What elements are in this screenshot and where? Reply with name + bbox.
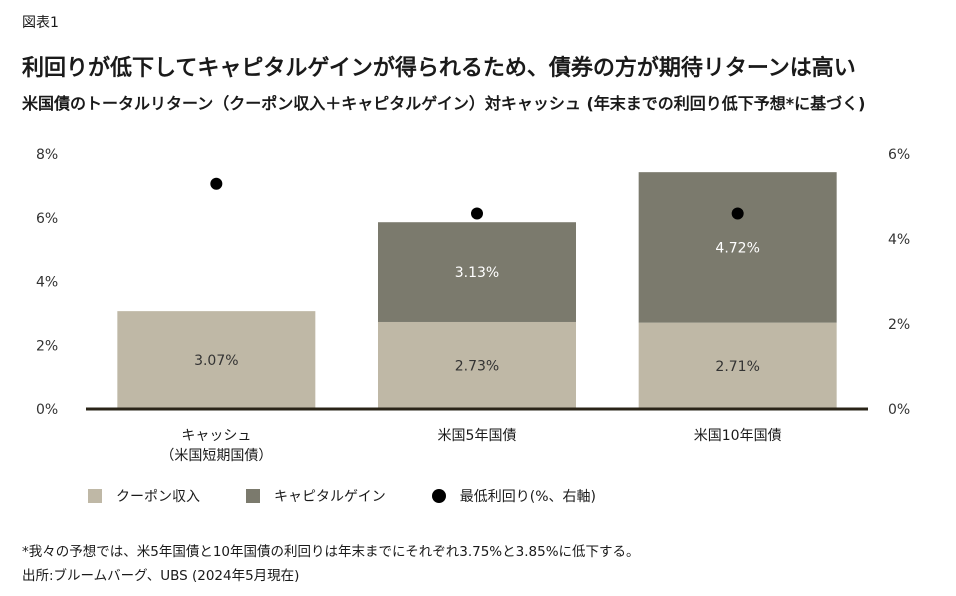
- category-label: 米国10年国債: [694, 428, 782, 444]
- yield-point: [471, 207, 483, 220]
- bar-segment-capital-gain: [378, 222, 576, 322]
- legend-swatch-coupon: [88, 489, 102, 503]
- y-right-tick-label: 2%: [888, 317, 910, 333]
- bar-segment-capital-gain: [638, 172, 837, 323]
- bar-segment-coupon: [378, 321, 576, 409]
- data-label: 2.71%: [715, 359, 759, 375]
- legend-label-coupon: クーポン収入: [116, 489, 200, 505]
- data-label: 4.72%: [715, 240, 759, 256]
- y-left-tick-label: 0%: [36, 402, 58, 418]
- category-label: キャッシュ: [181, 428, 251, 444]
- legend-label-yield: 最低利回り(%、右軸): [459, 489, 596, 505]
- y-left-tick-label: 4%: [36, 275, 58, 291]
- source-note: 出所:ブルームバーグ、UBS (2024年5月現在): [22, 568, 300, 584]
- legend-swatch-capital-gain: [246, 489, 260, 503]
- chart-title: 利回りが低下してキャピタルゲインが得られるため、債券の方が期待リターンは高い: [22, 56, 856, 81]
- data-label: 3.13%: [455, 265, 499, 281]
- legend-label-capital-gain: キャピタルゲイン: [274, 489, 386, 505]
- data-label: 2.73%: [455, 358, 499, 374]
- category-label: （米国短期国債）: [160, 448, 272, 464]
- yield-point: [731, 207, 744, 220]
- figure-label: 図表1: [22, 15, 59, 31]
- y-left-tick-label: 2%: [36, 338, 58, 354]
- y-right-tick-label: 4%: [888, 232, 910, 248]
- bar-segment-coupon: [638, 322, 837, 409]
- y-left-tick-label: 6%: [36, 211, 58, 227]
- legend-marker-yield: [431, 489, 446, 503]
- chart-subtitle: 米国債のトータルリターン（クーポン収入＋キャピタルゲイン）対キャッシュ (年末ま…: [22, 94, 866, 113]
- category-label: 米国5年国債: [438, 428, 517, 444]
- y-right-tick-label: 6%: [888, 147, 910, 163]
- y-right-tick-label: 0%: [888, 402, 910, 418]
- legend-item-coupon: クーポン収入: [88, 486, 200, 506]
- stacked-bar-chart: 0% 2% 4% 6% 8% 0% 2% 4% 6% 3.07% キャッシュ （米国短期国債） 2.73…: [36, 147, 910, 464]
- legend-item-yield: 最低利回り(%、右軸): [431, 486, 596, 506]
- y-left-tick-label: 8%: [36, 147, 58, 163]
- yield-point: [210, 177, 223, 190]
- legend: クーポン収入 キャピタルゲイン 最低利回り(%、右軸): [88, 486, 596, 506]
- legend-item-capital-gain: キャピタルゲイン: [246, 486, 386, 506]
- footnote: *我々の予想では、米5年国債と10年国債の利回りは年末までにそれぞれ3.75%と…: [22, 544, 640, 560]
- data-label: 3.07%: [194, 353, 238, 369]
- bar-segment-coupon: [117, 311, 316, 409]
